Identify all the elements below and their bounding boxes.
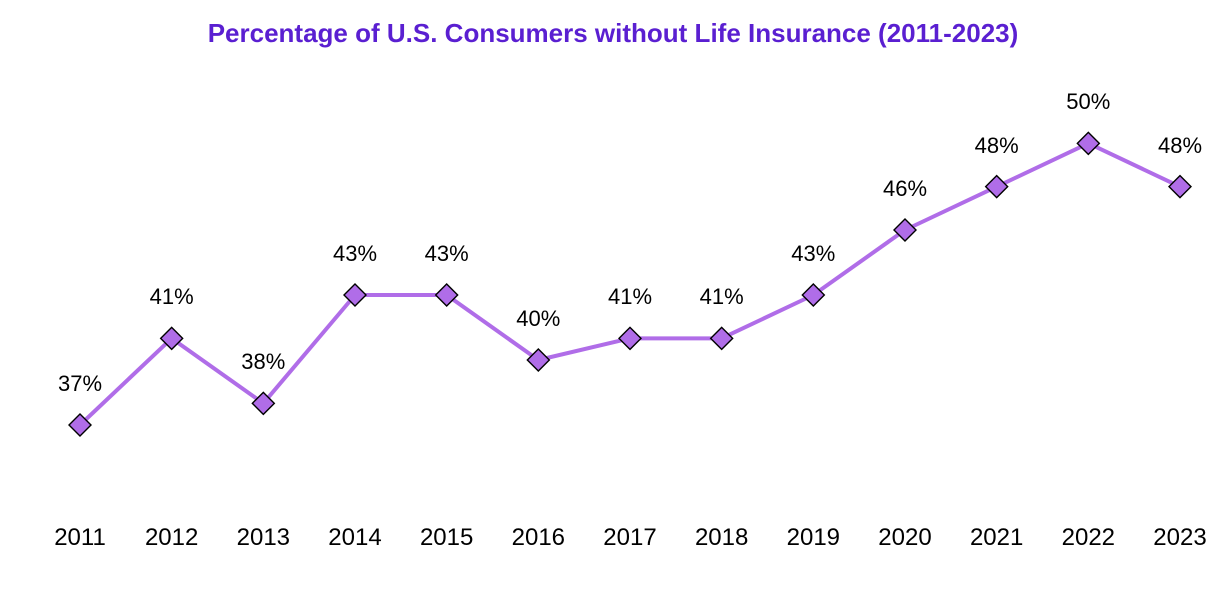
value-label: 43% (791, 241, 835, 267)
value-label: 43% (333, 241, 377, 267)
value-label: 46% (883, 176, 927, 202)
value-label: 38% (241, 349, 285, 375)
x-axis-label: 2018 (695, 524, 748, 552)
data-point (1077, 132, 1099, 154)
data-point (619, 327, 641, 349)
x-axis-label: 2014 (328, 524, 381, 552)
value-label: 41% (700, 284, 744, 310)
value-label: 41% (150, 284, 194, 310)
value-label: 40% (516, 306, 560, 332)
x-axis-label: 2013 (237, 524, 290, 552)
data-point (1169, 176, 1191, 198)
x-axis-label: 2016 (512, 524, 565, 552)
x-axis-label: 2021 (970, 524, 1023, 552)
value-label: 41% (608, 284, 652, 310)
x-axis-label: 2019 (787, 524, 840, 552)
x-axis-label: 2023 (1153, 524, 1206, 552)
value-label: 37% (58, 371, 102, 397)
value-label: 43% (425, 241, 469, 267)
value-label: 50% (1066, 89, 1110, 115)
x-axis-label: 2020 (878, 524, 931, 552)
x-axis-label: 2015 (420, 524, 473, 552)
x-axis-label: 2022 (1062, 524, 1115, 552)
data-point (986, 176, 1008, 198)
line-chart: Percentage of U.S. Consumers without Lif… (0, 0, 1226, 600)
x-axis-label: 2012 (145, 524, 198, 552)
value-label: 48% (1158, 133, 1202, 159)
data-point (711, 327, 733, 349)
x-axis-label: 2017 (603, 524, 656, 552)
x-axis-label: 2011 (54, 524, 106, 552)
value-label: 48% (975, 133, 1019, 159)
